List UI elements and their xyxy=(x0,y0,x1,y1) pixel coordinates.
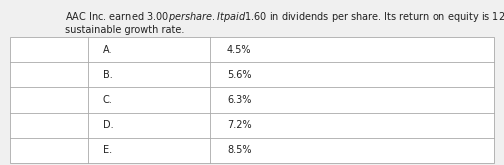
Text: 8.5%: 8.5% xyxy=(227,145,251,155)
Bar xyxy=(10,37,494,163)
Text: 4.5%: 4.5% xyxy=(227,45,251,55)
Text: 5.6%: 5.6% xyxy=(227,70,251,80)
Text: A.: A. xyxy=(103,45,112,55)
Text: D.: D. xyxy=(103,120,113,130)
Text: C.: C. xyxy=(103,95,112,105)
Text: E.: E. xyxy=(103,145,112,155)
Text: 7.2%: 7.2% xyxy=(227,120,251,130)
Text: AAC Inc. earned $3.00 per share. It paid $1.60 in dividends per share. Its retur: AAC Inc. earned $3.00 per share. It paid… xyxy=(65,10,504,24)
Bar xyxy=(10,37,494,163)
Text: sustainable growth rate.: sustainable growth rate. xyxy=(65,25,184,35)
Text: B.: B. xyxy=(103,70,112,80)
Text: 6.3%: 6.3% xyxy=(227,95,251,105)
